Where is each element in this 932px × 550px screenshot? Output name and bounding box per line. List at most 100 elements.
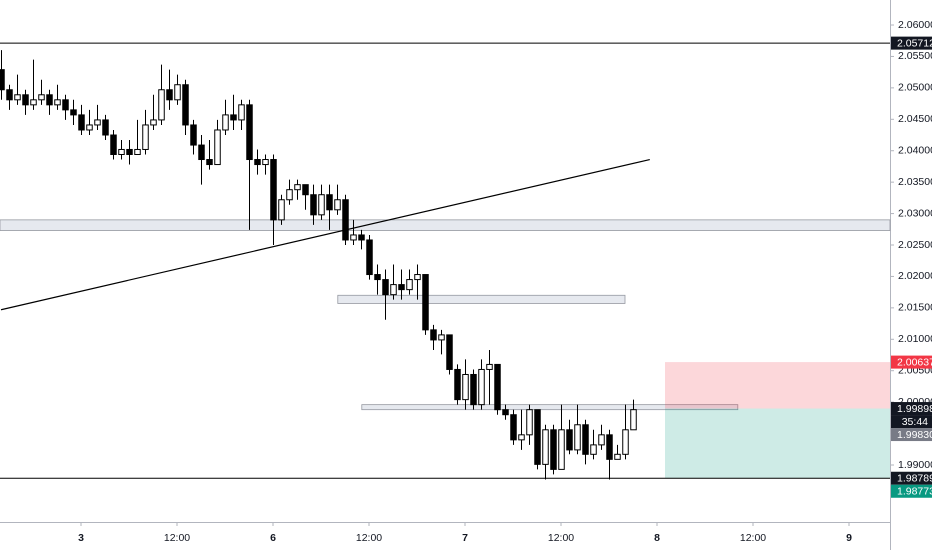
y-tick-label: 2.04000	[898, 145, 932, 157]
target-zone	[665, 408, 890, 479]
x-tick-label: 8	[654, 532, 660, 544]
candle-body	[246, 104, 253, 161]
candle-body	[382, 279, 389, 296]
price-label-bg	[891, 428, 932, 442]
candle-body	[582, 424, 589, 455]
candle-body	[294, 184, 301, 191]
candle-body	[238, 104, 245, 121]
candle-body	[54, 99, 61, 106]
candle-body	[446, 334, 453, 370]
price-label-text: 1.99830	[897, 429, 932, 441]
candle-body	[22, 94, 29, 106]
candle-body	[110, 134, 117, 155]
x-tick-label: 6	[270, 532, 276, 544]
y-tick-label: 2.05000	[898, 82, 932, 94]
candle-body	[398, 284, 405, 291]
candle-body	[502, 409, 509, 416]
y-tick-label: 2.02500	[898, 239, 932, 251]
candle-body	[46, 94, 53, 106]
candle-body	[470, 373, 477, 406]
stop-zone	[665, 362, 890, 409]
candle-body	[94, 119, 101, 126]
candle-body	[606, 434, 613, 460]
y-tick-label: 2.03500	[898, 176, 932, 188]
x-tick-label: 9	[846, 532, 852, 544]
candle-body	[262, 159, 269, 166]
price-label: 2.00637	[891, 355, 932, 369]
candle-body	[534, 409, 541, 465]
price-label-bg	[891, 402, 932, 416]
candle-body	[286, 189, 293, 201]
price-label: 1.99898	[891, 402, 932, 416]
candle-body	[222, 114, 229, 131]
countdown-bg	[891, 415, 932, 429]
candle-body	[254, 159, 261, 166]
x-tick-label: 12:00	[740, 532, 766, 544]
candle-body	[486, 363, 493, 370]
candle-body	[30, 99, 37, 106]
countdown: 35:44	[902, 416, 928, 428]
y-tick-label: 2.01500	[898, 302, 932, 314]
candle-body	[630, 409, 637, 431]
candle-body	[78, 114, 85, 131]
price-label-text: 1.98789	[897, 473, 932, 485]
candle-body	[310, 194, 317, 216]
candle-body	[174, 84, 181, 101]
x-tick-label: 12:00	[356, 532, 382, 544]
candle-body	[614, 453, 621, 460]
candle-body	[38, 94, 45, 101]
candle-body	[134, 148, 141, 155]
candle-body	[166, 89, 173, 101]
candle-body	[574, 424, 581, 451]
candle-body	[206, 159, 213, 166]
candle-body	[190, 124, 197, 146]
candle-body	[374, 274, 381, 281]
candle-body	[430, 329, 437, 341]
price-label: 1.98789	[891, 471, 932, 485]
candle-body	[14, 94, 21, 101]
candle-body	[86, 124, 93, 131]
y-tick-label: 2.02000	[898, 270, 932, 282]
x-tick-label: 12:00	[548, 532, 574, 544]
candle-body	[150, 119, 157, 126]
candle-body	[550, 429, 557, 470]
candle-body	[70, 109, 77, 116]
y-tick-label: 1.99000	[898, 459, 932, 471]
candle-body	[318, 194, 325, 216]
candle-body	[214, 129, 221, 166]
candle-body	[422, 274, 429, 331]
plot-area	[0, 42, 891, 480]
price-label-bg	[891, 471, 932, 485]
y-tick-label: 2.04500	[898, 113, 932, 125]
candle-body	[126, 148, 133, 155]
candle-body	[6, 89, 13, 101]
candle-body	[198, 144, 205, 161]
candle-body	[598, 434, 605, 446]
price-label-text: 1.99898	[897, 403, 932, 415]
candle-body	[326, 194, 333, 211]
zone	[337, 294, 626, 304]
candle-body	[102, 119, 109, 136]
candle-body	[510, 414, 517, 441]
candle-body	[454, 368, 461, 401]
candle-body	[350, 234, 357, 241]
price-label-bg	[891, 36, 932, 50]
price-label-text: 1.98773	[897, 486, 932, 498]
price-label: 1.98773	[891, 484, 932, 498]
candle-body	[230, 114, 237, 121]
candle-body	[142, 124, 149, 150]
candle-body	[414, 274, 421, 281]
candle-body	[438, 334, 445, 341]
y-tick-label: 2.06000	[898, 19, 932, 31]
candle-body	[270, 159, 277, 221]
candle-body	[566, 429, 573, 451]
price-label-bg	[891, 484, 932, 498]
candle-body	[462, 373, 469, 401]
price-label: 2.05712	[891, 36, 932, 50]
candle-body	[526, 409, 533, 436]
candle-body	[622, 429, 629, 455]
trendline	[0, 158, 650, 311]
candle-body	[358, 234, 365, 241]
